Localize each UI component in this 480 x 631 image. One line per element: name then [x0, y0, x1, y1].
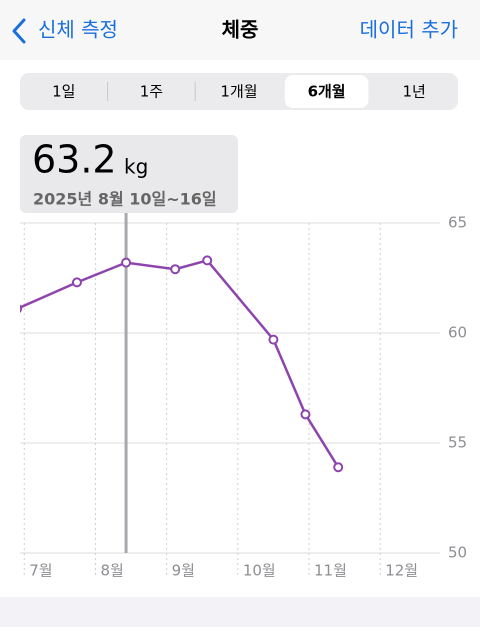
back-chevron[interactable]	[12, 18, 26, 44]
segment-label[interactable]: 1년	[403, 83, 426, 101]
data-point	[20, 304, 23, 313]
highlight-unit: kg	[124, 155, 148, 179]
add-data-button[interactable]: 데이터 추가	[360, 18, 458, 42]
x-tick-label: 7월	[29, 562, 52, 580]
highlight-box	[20, 135, 238, 213]
back-button[interactable]: 신체 측정	[38, 18, 118, 42]
data-point	[202, 255, 213, 266]
data-point	[71, 277, 82, 288]
segment-label[interactable]: 1일	[52, 83, 75, 101]
y-tick-label: 65	[448, 214, 467, 232]
highlight-period: 2025년 8월 10일~16일	[33, 190, 217, 209]
x-tick-label: 12월	[385, 562, 418, 580]
data-line	[20, 258, 340, 468]
bottom-bar	[0, 597, 480, 627]
plot	[20, 255, 344, 473]
x-tick-label: 10월	[243, 562, 276, 580]
x-tick-label: 8월	[100, 562, 123, 580]
data-point	[121, 257, 132, 268]
data-point	[300, 409, 311, 420]
data-point	[333, 462, 344, 473]
segment-label[interactable]: 1주	[140, 83, 163, 101]
y-tick-label: 60	[448, 324, 467, 342]
highlight-value: 63.2	[32, 138, 117, 182]
segment-label[interactable]: 6개월	[308, 83, 346, 101]
y-tick-label: 50	[448, 544, 467, 562]
segment-label[interactable]: 1개월	[220, 83, 257, 101]
y-tick-label: 55	[448, 434, 467, 452]
x-tick-label: 9월	[172, 562, 195, 580]
x-tick-label: 11월	[314, 562, 347, 580]
data-point	[268, 334, 279, 345]
nav-title: 체중	[222, 18, 259, 42]
data-point	[170, 264, 181, 275]
nav-bar	[0, 0, 480, 60]
segment-selected[interactable]	[284, 75, 369, 108]
